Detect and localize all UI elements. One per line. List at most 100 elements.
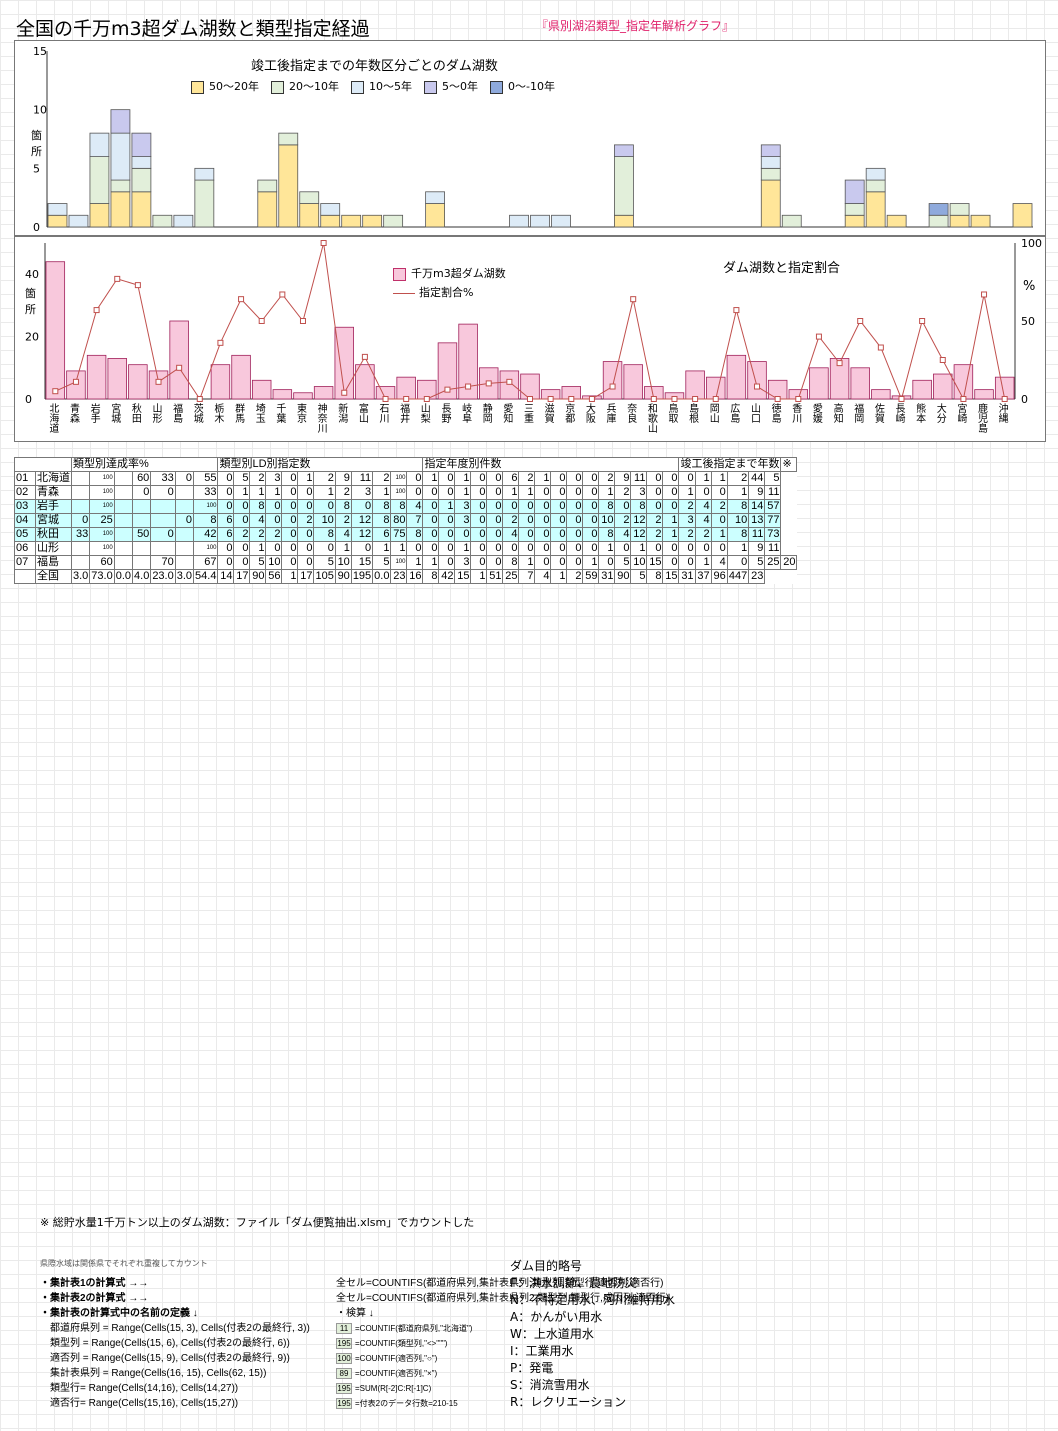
purpose-item: N：不特定用水、河川維持用水	[510, 1293, 675, 1307]
x-category-label: 宮崎	[955, 402, 967, 423]
stack-segment	[425, 191, 445, 204]
purpose-legend: ダム目的略号 F：洪水調節、農地防災 N：不特定用水、河川維持用水 A：かんがい用水…	[510, 1258, 675, 1411]
chart1-ytick: 10	[33, 104, 47, 117]
legend-line-item: 指定割合%	[393, 284, 473, 300]
stack-segment	[110, 191, 131, 228]
bar-line-chart[interactable]: ダム湖数と指定割合 箇所 % 千万m3超ダム湖数 指定割合% 0 20 40 0 50 1…	[14, 236, 1046, 442]
legend-item: 5～0年	[424, 78, 478, 94]
x-category-label: 長野	[439, 403, 451, 423]
ratio-point	[299, 318, 306, 324]
x-category-label: 群馬	[233, 402, 245, 424]
stacked-bar-chart[interactable]: 竣工後指定までの年数区分ごとのダム湖数 箇所 50～20年 20～10年 10～5年…	[14, 40, 1046, 236]
ratio-point	[320, 240, 327, 246]
chart2-legend: 千万m3超ダム湖数 指定割合%	[393, 265, 506, 300]
stack-segment	[299, 203, 320, 228]
x-category-label: 千葉	[274, 403, 286, 424]
chart1-ytick: 0	[33, 221, 40, 234]
table-row: 07 福島 60 70 67 0 0 5 10 0 0 5 10 15 5 100 1 1 0 3 0 0 8 1 0 0 0 1 0 5…	[14, 555, 798, 570]
x-category-label: 沖縄	[996, 402, 1008, 423]
stack-segment	[131, 156, 152, 169]
formula-line: ・集計表の計算式中の名前の定義 ↓ ・検算 ↓	[40, 1308, 374, 1319]
legend-item: 10～5年	[351, 78, 412, 94]
dam-count-bar	[251, 379, 272, 400]
x-category-label: 茨城	[191, 402, 203, 424]
dam-count-bar	[169, 320, 189, 400]
ratio-point	[836, 360, 843, 367]
table-group-header	[14, 457, 72, 472]
ratio-point	[774, 396, 781, 402]
stack-segment	[320, 203, 341, 216]
stack-segment	[68, 214, 89, 228]
x-category-label: 高知	[831, 402, 843, 423]
stack-segment	[949, 203, 970, 216]
x-category-label: 愛知	[501, 402, 513, 423]
ratio-point	[568, 396, 575, 402]
chart2-title: ダム湖数と指定割合	[723, 261, 841, 276]
table-row: 01 北海道 100 60 33 0 55 0 5 2 3 0 1 2 9 11 2 100 0 1 0 1 0 0 6 2 1 0 0…	[14, 471, 782, 486]
stack-segment	[760, 144, 781, 158]
x-category-label: 東京	[294, 402, 306, 424]
x-category-label: 山梨	[418, 403, 430, 424]
dam-count-bar	[829, 358, 850, 400]
dam-count-bar	[458, 323, 478, 400]
ratio-point	[815, 333, 822, 340]
x-category-label: 徳島	[769, 402, 781, 424]
stack-segment	[928, 203, 949, 216]
chart1-plot: 0 5 10 15	[33, 45, 1033, 234]
definition-line: 適否列 = Range(Cells(15, 9), Cells(付表2の最終行,…	[50, 1353, 438, 1364]
dam-count-bar	[148, 370, 169, 400]
x-category-label: 新潟	[336, 402, 348, 424]
purpose-item: S：消流雪用水	[510, 1378, 590, 1392]
x-category-label: 岐阜	[460, 402, 472, 424]
ratio-point	[72, 378, 79, 385]
ratio-point	[877, 344, 884, 351]
stack-segment	[173, 214, 194, 228]
definition-line: 集計表県列 = Range(Cells(16, 15), Cells(62, 1…	[50, 1368, 438, 1379]
purpose-item: I：工業用水	[510, 1344, 574, 1358]
chart2-ytick: 20	[25, 331, 39, 344]
x-category-label: 三重	[522, 403, 534, 423]
stack-segment	[886, 214, 907, 228]
x-category-label: 福島	[171, 402, 183, 424]
ratio-point	[444, 386, 451, 393]
x-category-label: 滋賀	[542, 402, 554, 424]
table-row: 04 宮城 0 25 0 8 6 0 4 0 0 2 10 2 12 8 80 7 0 0 3 0 0 2 0 0 0 0 0 10 2 12…	[14, 513, 782, 528]
x-category-label: 兵庫	[604, 402, 616, 424]
stack-segment	[970, 214, 991, 228]
x-category-label: 大分	[934, 402, 946, 424]
stack-segment	[844, 203, 865, 216]
x-category-label: 福井	[398, 402, 410, 424]
purpose-item: F：洪水調節、農地防災	[510, 1276, 637, 1290]
table-row: 03 岩手 100 100 0 0 8 0 0 0 0 8 0 8 8 4 0 1 3 0 0 0 0 0 0 0 0 8 0 8 0 0 2 4…	[14, 499, 782, 514]
x-category-label: 福岡	[852, 402, 864, 424]
stack-segment	[131, 167, 152, 193]
definition-line: 類型行= Range(Cells(14,16), Cells(14,27)) 19…	[50, 1383, 432, 1394]
table-group-header: 指定年度別件数	[422, 457, 680, 472]
dam-count-bar	[520, 373, 540, 400]
stack-segment	[278, 132, 299, 146]
stack-segment	[278, 144, 299, 228]
x-category-label: 京都	[563, 402, 575, 424]
stack-segment	[844, 179, 865, 204]
ratio-point	[258, 318, 265, 324]
ratio-point	[114, 275, 121, 282]
x-category-label: 静岡	[480, 402, 492, 424]
ratio-point	[217, 339, 224, 346]
ratio-point	[795, 396, 802, 402]
dam-count-bar	[128, 364, 148, 400]
dam-count-bar	[499, 370, 520, 400]
purpose-item: W：上水道用水	[510, 1327, 594, 1341]
formula-notes: ・集計表1の計算式 →→ 全セル=COUNTIFS(都道府県列,集計表県列,類型列…	[40, 1274, 669, 1409]
ratio-point	[176, 364, 183, 371]
purpose-item: R：レクリエーション	[510, 1395, 627, 1409]
x-category-label: 佐賀	[872, 403, 884, 424]
page-title: 全国の千万m3超ダム湖数と類型指定経過	[16, 18, 370, 40]
ratio-point	[506, 378, 513, 385]
formula-line: ・集計表1の計算式 →→ 全セル=COUNTIFS(都道府県列,集計表県列,類型列…	[40, 1278, 664, 1289]
table-row: 02 青森 100 0 0 33 0 1 1 1 0 0 1 2 3 1 100 0 0 0 1 0 0 1 1 0 0 0 0 1 2 3 0…	[14, 485, 782, 500]
stack-segment	[760, 179, 781, 228]
dam-count-bar	[871, 389, 891, 400]
dam-count-bar	[396, 376, 416, 400]
dam-count-bar	[86, 354, 107, 400]
ratio-point	[341, 389, 348, 396]
